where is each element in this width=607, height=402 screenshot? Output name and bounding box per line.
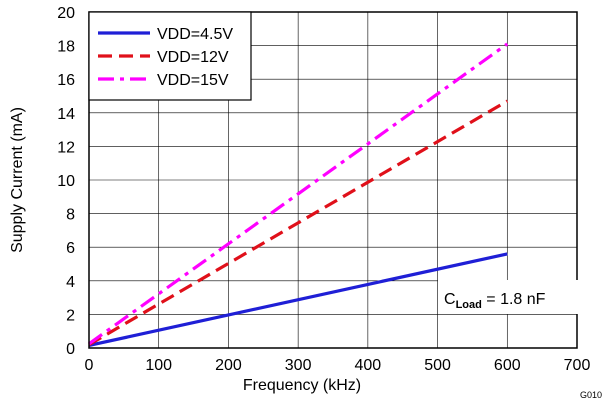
series-line-1 bbox=[88, 252, 508, 348]
y-tick-labels: 0 2 4 6 8 10 12 14 16 18 20 bbox=[57, 5, 75, 358]
grid-lines bbox=[89, 12, 577, 348]
x-tick-label: 200 bbox=[215, 357, 242, 374]
y-tick-label: 20 bbox=[57, 5, 75, 22]
x-tick-label: 100 bbox=[145, 357, 172, 374]
svg-text:CLoad = 1.8 nF: CLoad = 1.8 nF bbox=[444, 291, 546, 311]
legend-box bbox=[88, 11, 252, 101]
y-tick-label: 18 bbox=[57, 39, 75, 56]
legend: VDD=4.5V VDD=12V VDD=15V bbox=[88, 11, 252, 101]
y-tick-label: 0 bbox=[66, 341, 75, 358]
x-tick-label: 700 bbox=[564, 357, 591, 374]
x-tick-label: 300 bbox=[285, 357, 312, 374]
y-tick-label: 10 bbox=[57, 173, 75, 190]
load-capacitance-annotation: CLoad = 1.8 nF bbox=[438, 280, 578, 314]
legend-entry: VDD=12V bbox=[157, 49, 229, 66]
y-tick-label: 4 bbox=[66, 274, 75, 291]
y-tick-label: 14 bbox=[57, 106, 75, 123]
plot-frame bbox=[88, 11, 578, 349]
x-tick-label: 400 bbox=[355, 357, 382, 374]
x-tick-label: 0 bbox=[85, 357, 94, 374]
series-line-2 bbox=[88, 99, 509, 347]
legend-entry: VDD=4.5V bbox=[157, 26, 233, 43]
annotation-prefix: C bbox=[444, 291, 456, 308]
y-tick-label: 2 bbox=[66, 307, 75, 324]
series-line-3 bbox=[88, 42, 509, 346]
annotation-subscript: Load bbox=[456, 299, 482, 311]
y-tick-label: 6 bbox=[66, 240, 75, 257]
y-tick-label: 8 bbox=[66, 207, 75, 224]
legend-entry: VDD=15V bbox=[157, 72, 229, 89]
figure-id: G010 bbox=[580, 390, 602, 400]
y-tick-label: 12 bbox=[57, 139, 75, 156]
x-tick-label: 500 bbox=[424, 357, 451, 374]
x-tick-labels: 0 100 200 300 400 500 600 700 bbox=[85, 357, 591, 374]
x-tick-label: 600 bbox=[494, 357, 521, 374]
series-lines bbox=[88, 42, 509, 348]
y-tick-label: 16 bbox=[57, 72, 75, 89]
x-axis-label: Frequency (kHz) bbox=[243, 377, 361, 394]
y-axis-label: Supply Current (mA) bbox=[9, 107, 26, 253]
annotation-suffix: = 1.8 nF bbox=[482, 291, 546, 308]
annotation-box bbox=[438, 280, 578, 314]
